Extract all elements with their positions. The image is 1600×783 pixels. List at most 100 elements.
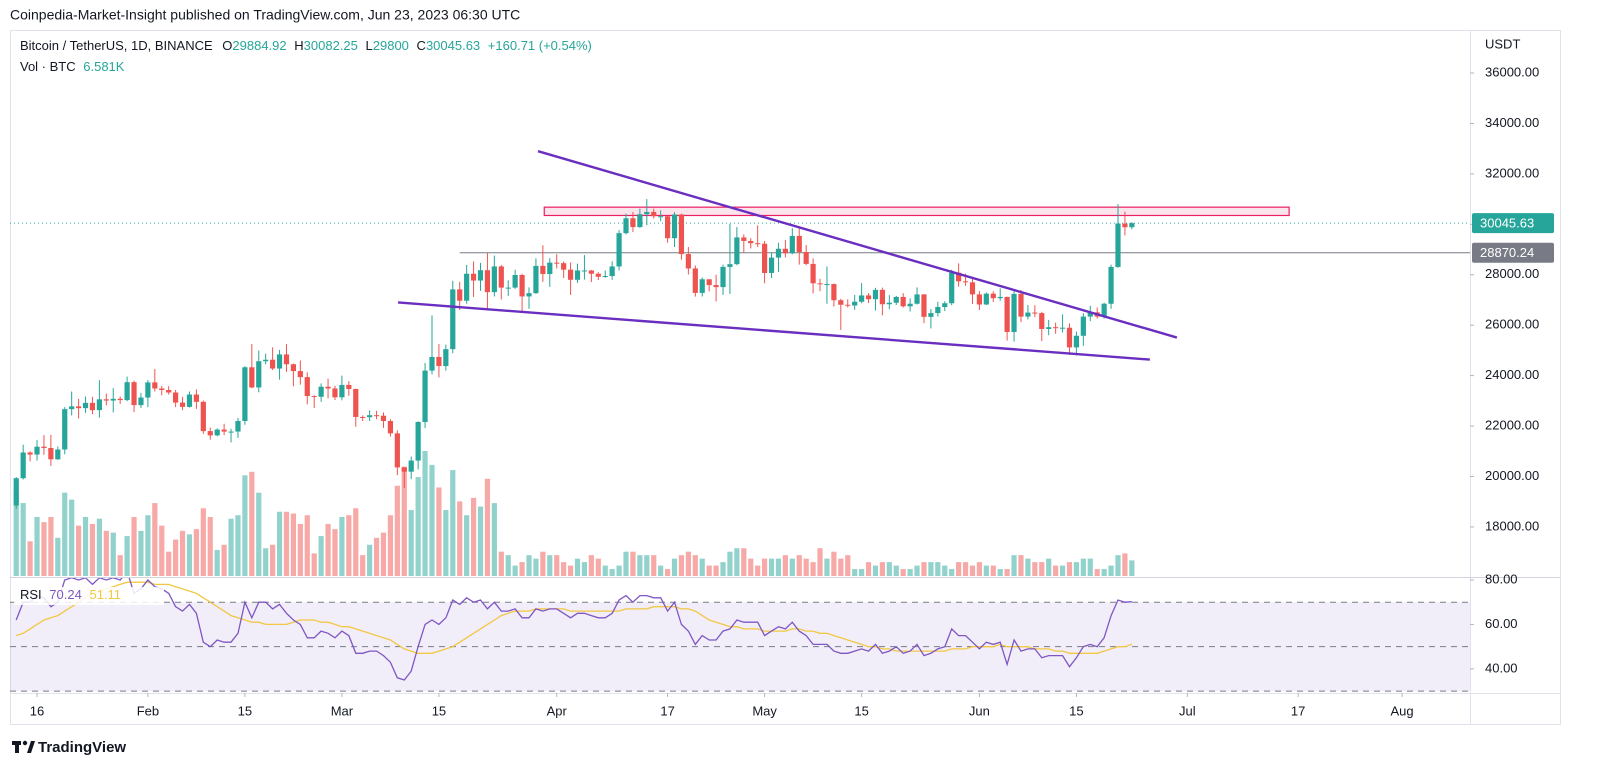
volume-bar — [13, 492, 19, 576]
volume-bar — [755, 565, 761, 576]
volume-bar — [1032, 562, 1038, 576]
y-tick-label: 28000.00 — [1485, 266, 1539, 281]
candle-body — [644, 211, 650, 215]
candle-body — [671, 214, 678, 239]
volume-bar — [561, 562, 567, 576]
last-price-label: 30045.63 — [1480, 216, 1534, 231]
volume-bar — [956, 562, 962, 576]
candle-body — [907, 303, 913, 307]
volume-bar — [249, 471, 255, 576]
volume-bar — [713, 565, 719, 576]
volume-bar — [75, 525, 82, 576]
candle-body — [914, 294, 920, 304]
volume-bar — [748, 558, 754, 576]
candle-body — [741, 237, 747, 241]
candle-body — [325, 386, 331, 389]
candle-body — [62, 409, 68, 450]
volume-bar — [554, 555, 560, 576]
candle-body — [879, 289, 885, 305]
volume-bar — [852, 569, 858, 576]
volume-bar — [34, 516, 40, 576]
volume-bar — [810, 562, 816, 576]
volume-bar — [69, 499, 75, 576]
ohlc-letter: O — [222, 38, 232, 53]
brand-logo — [12, 740, 35, 753]
volume-bar — [436, 487, 442, 576]
candle-body — [228, 431, 234, 433]
volume-bar — [775, 558, 782, 576]
candle-body — [235, 420, 241, 432]
candle-body — [581, 270, 588, 272]
candle-body — [1004, 296, 1010, 332]
candle-body — [761, 243, 768, 273]
candle-body — [942, 303, 948, 308]
volume-bar — [89, 523, 96, 576]
volume-bar — [630, 551, 636, 576]
volume-bar — [166, 551, 172, 576]
rsi-tick-label: 40.00 — [1485, 660, 1518, 675]
volume-bar — [505, 555, 511, 576]
candle-body — [477, 270, 484, 281]
candle-body — [484, 270, 491, 293]
volume-bar — [983, 565, 989, 576]
volume-bar — [200, 508, 206, 576]
volume-bar — [242, 475, 248, 576]
resistance-zone — [543, 206, 1290, 217]
candle-body — [1011, 293, 1017, 332]
volume-bar — [443, 510, 449, 576]
candle-body — [755, 243, 761, 245]
volume-bar — [62, 492, 68, 576]
candle-body — [152, 382, 158, 389]
candle-body — [1039, 313, 1045, 329]
candle-body — [1018, 293, 1024, 317]
candle-body — [186, 394, 193, 407]
volume-bar — [859, 569, 865, 576]
volume-bar — [367, 544, 373, 576]
candle-body — [415, 422, 421, 461]
candle-body — [193, 394, 199, 402]
candle-body — [1101, 303, 1107, 317]
volume-bar — [734, 548, 740, 576]
candle-body — [450, 289, 456, 350]
volume-bar — [48, 516, 54, 576]
volume-bar — [519, 562, 525, 576]
candle-body — [346, 384, 352, 389]
volume-bar — [879, 562, 885, 576]
candle-body — [470, 273, 477, 281]
candle-body — [810, 263, 816, 284]
candle-body — [249, 367, 255, 388]
candle-body — [803, 252, 809, 264]
candle-body — [387, 420, 394, 434]
high-value: 30082.25 — [304, 38, 358, 53]
candle-body — [512, 274, 518, 288]
x-tick-label: May — [752, 703, 777, 718]
candle-body — [540, 265, 546, 274]
volume-bar — [817, 548, 823, 576]
x-tick-label: 17 — [1291, 703, 1305, 718]
volume-bar — [907, 569, 913, 576]
candle-body — [949, 272, 955, 304]
candle-body — [339, 384, 345, 398]
candle-body — [436, 356, 442, 367]
volume-bar — [159, 525, 165, 576]
x-tick-label: Feb — [137, 703, 159, 718]
volume-bar — [602, 565, 608, 576]
volume-bar — [235, 515, 241, 576]
volume-bar — [789, 558, 795, 576]
volume-bar — [387, 515, 394, 576]
volume-bar — [872, 565, 879, 576]
volume-bar — [1087, 558, 1093, 576]
candle-body — [1046, 327, 1052, 329]
last-price-label-bg — [1472, 213, 1554, 234]
candle-body — [457, 289, 463, 301]
close-value: 30045.63 — [426, 38, 480, 53]
candle-body — [893, 296, 899, 303]
change: +160.71 (+0.54%) — [488, 38, 592, 53]
volume-bar — [616, 565, 622, 576]
volume-bar — [727, 551, 733, 576]
volume-bar — [207, 516, 213, 576]
candle-body — [526, 293, 532, 297]
volume-bar — [41, 522, 47, 576]
candle-body — [360, 416, 366, 418]
